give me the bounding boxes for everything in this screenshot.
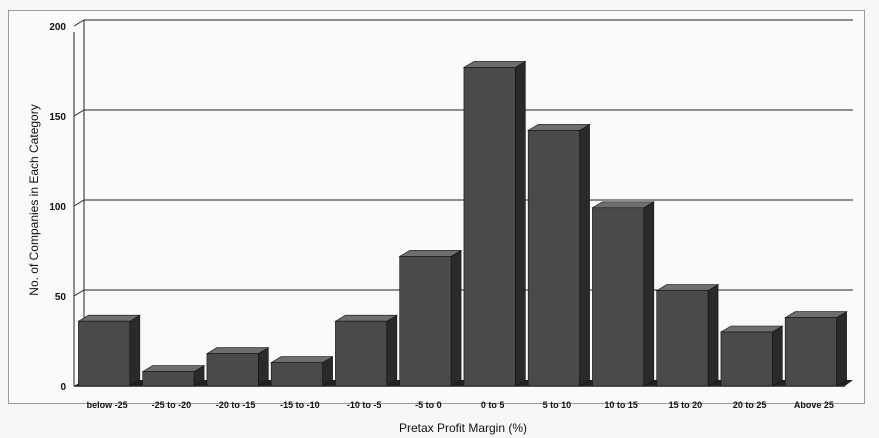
- x-tick-label: 20 to 25: [733, 400, 767, 410]
- x-tick-label: -5 to 0: [415, 400, 442, 410]
- bar-front: [784, 317, 837, 387]
- bar-side: [129, 314, 141, 387]
- bar-top: [462, 61, 527, 68]
- bar-top: [719, 325, 784, 333]
- bar-front: [656, 290, 709, 387]
- y-tick-label: 150: [49, 112, 66, 123]
- bar-front: [527, 130, 580, 387]
- bar-front: [335, 320, 388, 387]
- bar: [719, 325, 784, 387]
- bar-front: [463, 67, 516, 387]
- bar-side: [836, 311, 847, 387]
- x-tick-labels: below -25 -25 to -20 -20 to -15 -15 to -10 -…: [87, 400, 834, 410]
- bar: [784, 311, 848, 387]
- bar: [462, 60, 527, 387]
- bar: [398, 249, 463, 387]
- bar-top: [655, 284, 720, 291]
- bar: [205, 347, 270, 387]
- x-tick-label: -15 to -10: [280, 400, 320, 410]
- y-tick-labels: 0 50 100 150 200: [49, 22, 66, 393]
- bar: [655, 284, 720, 387]
- bar-front: [720, 331, 773, 387]
- bar-top: [205, 347, 270, 354]
- bar-side: [258, 347, 269, 387]
- bar-top: [527, 124, 591, 131]
- bar: [141, 365, 206, 387]
- bar-front: [270, 362, 323, 387]
- bar: [77, 314, 141, 387]
- x-tick-label: 15 to 20: [669, 400, 703, 410]
- bar-top: [398, 250, 463, 257]
- bar-front: [399, 256, 452, 387]
- y-tick-label: 0: [60, 382, 66, 393]
- y-axis-title: No. of Companies in Each Category: [27, 104, 41, 295]
- y-tick-label: 100: [49, 202, 66, 213]
- bar: [527, 123, 591, 387]
- x-tick-label: 0 to 5: [481, 400, 505, 410]
- bar-side: [386, 314, 398, 387]
- bar-side: [515, 60, 526, 387]
- bar-top: [77, 314, 141, 322]
- bar-top: [784, 311, 848, 318]
- x-axis-title: Pretax Profit Margin (%): [399, 421, 527, 435]
- bar-side: [643, 201, 655, 387]
- x-tick-label: 10 to 15: [604, 400, 638, 410]
- bar-top: [334, 314, 398, 322]
- bar-top: [270, 356, 334, 363]
- x-tick-label: -20 to -15: [216, 400, 256, 410]
- bar-front: [142, 371, 195, 387]
- gridline-side: [73, 19, 85, 27]
- gridline-side: [73, 289, 85, 297]
- x-tick-label: Above 25: [794, 400, 834, 410]
- gridline-side: [73, 199, 85, 207]
- x-tick-label: 5 to 10: [543, 400, 572, 410]
- x-tick-label: -25 to -20: [152, 400, 192, 410]
- bar-top: [141, 365, 206, 372]
- y-tick-label: 200: [49, 22, 66, 33]
- bar-top: [591, 201, 655, 209]
- bar: [270, 356, 334, 387]
- bar-side: [450, 249, 462, 387]
- x-tick-label: -10 to -5: [347, 400, 382, 410]
- bar-front: [78, 320, 131, 387]
- x-tick-label: below -25: [87, 400, 128, 410]
- bar-front: [206, 353, 259, 387]
- bar-side: [772, 325, 783, 387]
- bar: [591, 201, 655, 387]
- bar-side: [579, 123, 590, 387]
- bar-side: [707, 284, 719, 387]
- bar-front: [592, 207, 645, 387]
- bars: [77, 60, 848, 387]
- bar: [334, 314, 398, 387]
- y-tick-label: 50: [55, 292, 67, 303]
- gridline-side: [73, 109, 85, 117]
